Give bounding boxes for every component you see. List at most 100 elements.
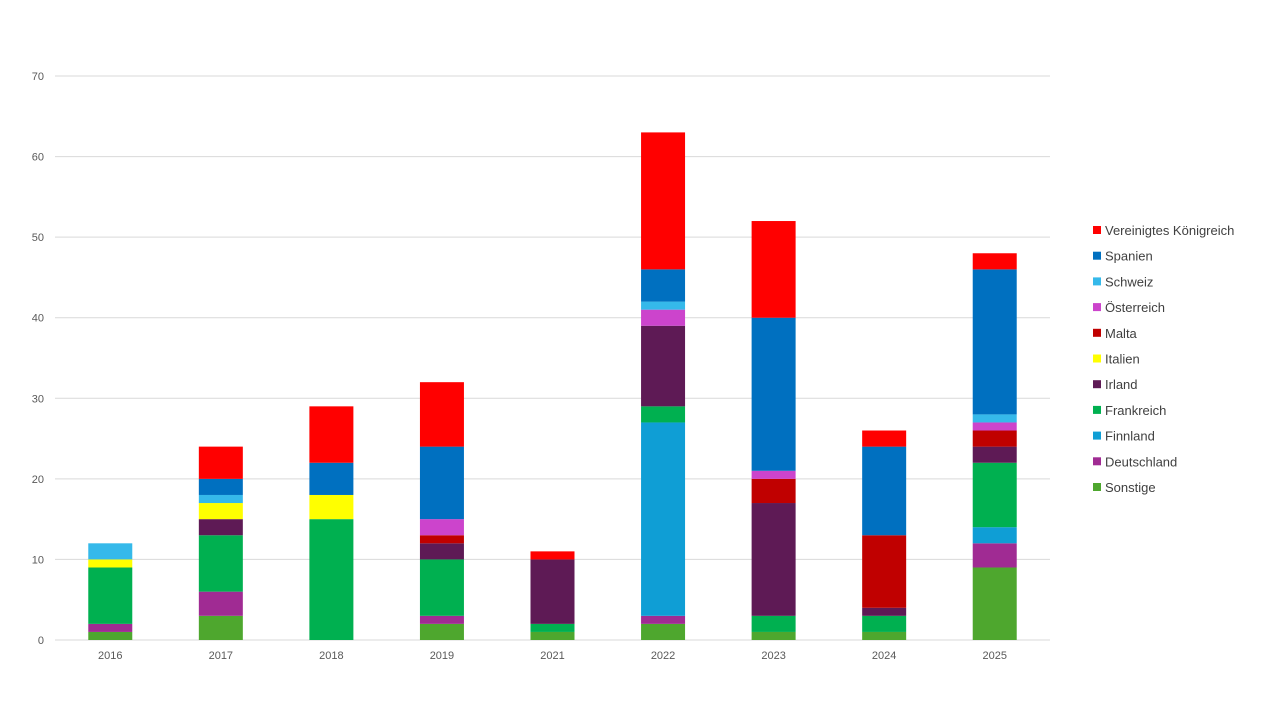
y-tick-label: 50 <box>32 232 44 244</box>
bar-segment <box>530 559 575 624</box>
bar-segment <box>198 494 243 504</box>
bar-segment <box>641 132 686 270</box>
bar-segment <box>309 406 354 463</box>
legend-label: Deutschland <box>1105 454 1177 469</box>
bar-segment <box>972 527 1017 544</box>
bar-segment <box>641 309 686 326</box>
x-tick-label: 2016 <box>98 650 122 662</box>
x-tick-label: 2019 <box>430 650 454 662</box>
legend-swatch <box>1093 251 1101 260</box>
x-tick-label: 2023 <box>761 650 785 662</box>
bar-segment <box>862 615 907 632</box>
legend-label: Irland <box>1105 377 1138 392</box>
legend-swatch <box>1093 277 1101 286</box>
x-tick-label: 2018 <box>319 650 343 662</box>
bar-segment <box>88 623 133 632</box>
bar-segment <box>419 535 464 544</box>
bar-segment <box>530 551 575 560</box>
legend-swatch <box>1093 405 1101 414</box>
legend-label: Spanien <box>1105 249 1153 264</box>
x-tick-label: 2021 <box>540 650 564 662</box>
bar-segment <box>198 519 243 536</box>
bar-segment <box>641 422 686 616</box>
bar-segment <box>972 430 1017 447</box>
bar-segment <box>198 535 243 592</box>
bar-segment <box>198 615 243 640</box>
bar-segment <box>641 406 686 423</box>
legend-label: Finnland <box>1105 429 1155 444</box>
y-tick-label: 30 <box>32 393 44 405</box>
legend-label: Malta <box>1105 326 1138 341</box>
bar-segment <box>972 422 1017 431</box>
bar-segment <box>419 615 464 624</box>
bar-segment <box>309 494 354 520</box>
x-tick-label: 2025 <box>982 650 1006 662</box>
y-tick-label: 60 <box>32 152 44 164</box>
bar-segment <box>198 503 243 520</box>
bar-segment <box>972 253 1017 270</box>
bar-segment <box>751 503 796 616</box>
bar-segment <box>751 631 796 640</box>
bar-segment <box>198 478 243 495</box>
bar-segment <box>309 462 354 495</box>
bar-segment <box>419 543 464 560</box>
bar-segment <box>88 559 133 568</box>
bar-segment <box>862 607 907 616</box>
bar-segment <box>972 543 1017 568</box>
bar-segment <box>419 519 464 536</box>
legend-label: Italien <box>1105 352 1140 367</box>
legend-swatch <box>1093 226 1101 234</box>
bar-segment <box>88 631 133 640</box>
legend-label: Österreich <box>1105 300 1165 315</box>
bar-segment <box>641 615 686 624</box>
legend-label: Vereinigtes Königreich <box>1105 223 1234 238</box>
bar-segment <box>751 317 796 471</box>
x-tick-label: 2017 <box>209 650 233 662</box>
bar-segment <box>862 631 907 640</box>
bar-segment <box>530 623 575 632</box>
bar-segment <box>419 382 464 447</box>
bar-segment <box>641 325 686 407</box>
y-tick-label: 0 <box>38 635 44 647</box>
bar-segment <box>972 462 1017 528</box>
bar-segment <box>88 567 133 624</box>
legend-swatch <box>1093 457 1101 466</box>
legend-label: Frankreich <box>1105 403 1166 418</box>
bar-segment <box>972 414 1017 423</box>
bar-segment <box>751 470 796 479</box>
bar-segment <box>751 478 796 504</box>
bar-segment <box>198 591 243 616</box>
bar-segment <box>198 446 243 479</box>
y-tick-label: 10 <box>32 554 44 566</box>
bar-segment <box>641 623 686 640</box>
bar-segment <box>862 430 907 447</box>
legend-swatch <box>1093 380 1101 389</box>
bar-segment <box>641 269 686 302</box>
legend-swatch <box>1093 483 1101 491</box>
bar-segment <box>641 301 686 310</box>
bar-segment <box>972 446 1017 463</box>
bar-segment <box>88 543 133 560</box>
bar-segment <box>419 623 464 640</box>
legend-swatch <box>1093 354 1101 363</box>
bar-segment <box>530 631 575 640</box>
bar-segment <box>751 221 796 318</box>
x-tick-label: 2024 <box>872 650 896 662</box>
bar-segment <box>419 446 464 520</box>
legend-label: Sonstige <box>1105 480 1156 495</box>
bar-segment <box>751 615 796 632</box>
bar-segment <box>309 519 354 640</box>
x-tick-label: 2022 <box>651 650 675 662</box>
legend-swatch <box>1093 328 1101 337</box>
bar-segment <box>862 446 907 536</box>
bar-segment <box>972 269 1017 415</box>
y-tick-label: 70 <box>32 71 44 83</box>
y-tick-label: 40 <box>32 313 44 325</box>
y-tick-label: 20 <box>32 474 44 486</box>
bar-segment <box>862 535 907 608</box>
legend-swatch <box>1093 303 1101 312</box>
legend-label: Schweiz <box>1105 274 1153 289</box>
bar-segment <box>972 567 1017 640</box>
